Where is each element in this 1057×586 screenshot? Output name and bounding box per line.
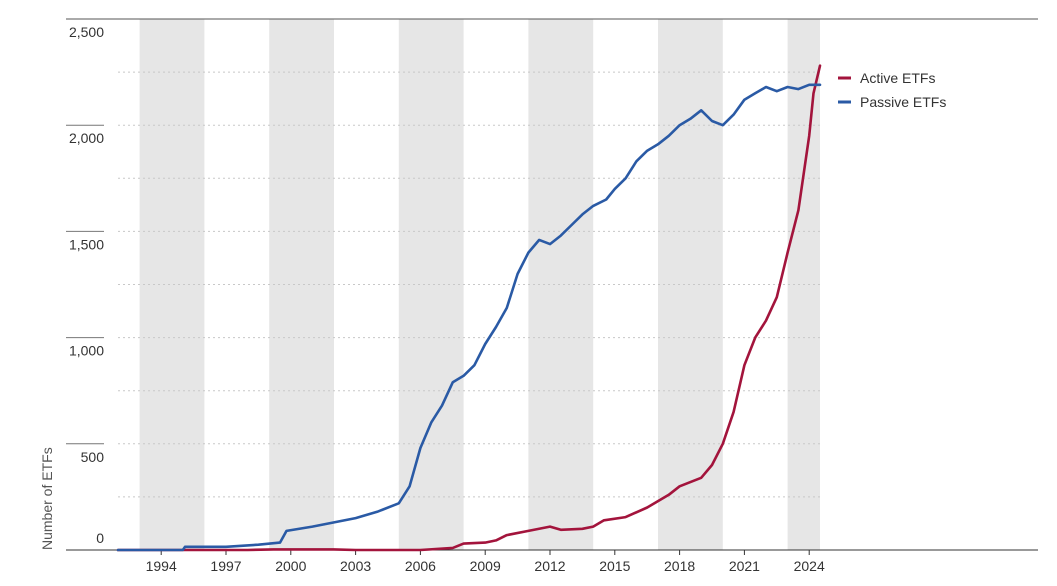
x-tick-label: 1994 [146, 558, 177, 574]
x-tick-label: 1997 [210, 558, 241, 574]
y-tick-label: 1,000 [69, 343, 104, 359]
x-tick-label: 2000 [275, 558, 306, 574]
y-tick-label: 2,000 [69, 130, 104, 146]
y-tick-label: 0 [96, 530, 104, 546]
series-lines [116, 64, 822, 552]
active-etfs-line [116, 64, 822, 552]
x-tick-label: 2018 [664, 558, 695, 574]
gridlines [118, 71, 820, 498]
x-tick-label: 2006 [405, 558, 436, 574]
passive-etfs-line [116, 83, 822, 552]
legend: Active ETFs Passive ETFs [838, 70, 946, 110]
x-tick-label: 2024 [794, 558, 825, 574]
x-tick-label: 2003 [340, 558, 371, 574]
legend-label-active-etfs: Active ETFs [860, 70, 935, 86]
x-tick-label: 2012 [534, 558, 565, 574]
y-tick-label: 1,500 [69, 236, 104, 252]
x-tick-label: 2021 [729, 558, 760, 574]
y-tick-label: 2,500 [69, 24, 104, 40]
y-axis-title: Number of ETFs [39, 447, 55, 550]
x-tick-label: 2009 [470, 558, 501, 574]
x-tick-label: 2015 [599, 558, 630, 574]
legend-label-passive-etfs: Passive ETFs [860, 94, 946, 110]
y-tick-label: 500 [81, 449, 105, 465]
